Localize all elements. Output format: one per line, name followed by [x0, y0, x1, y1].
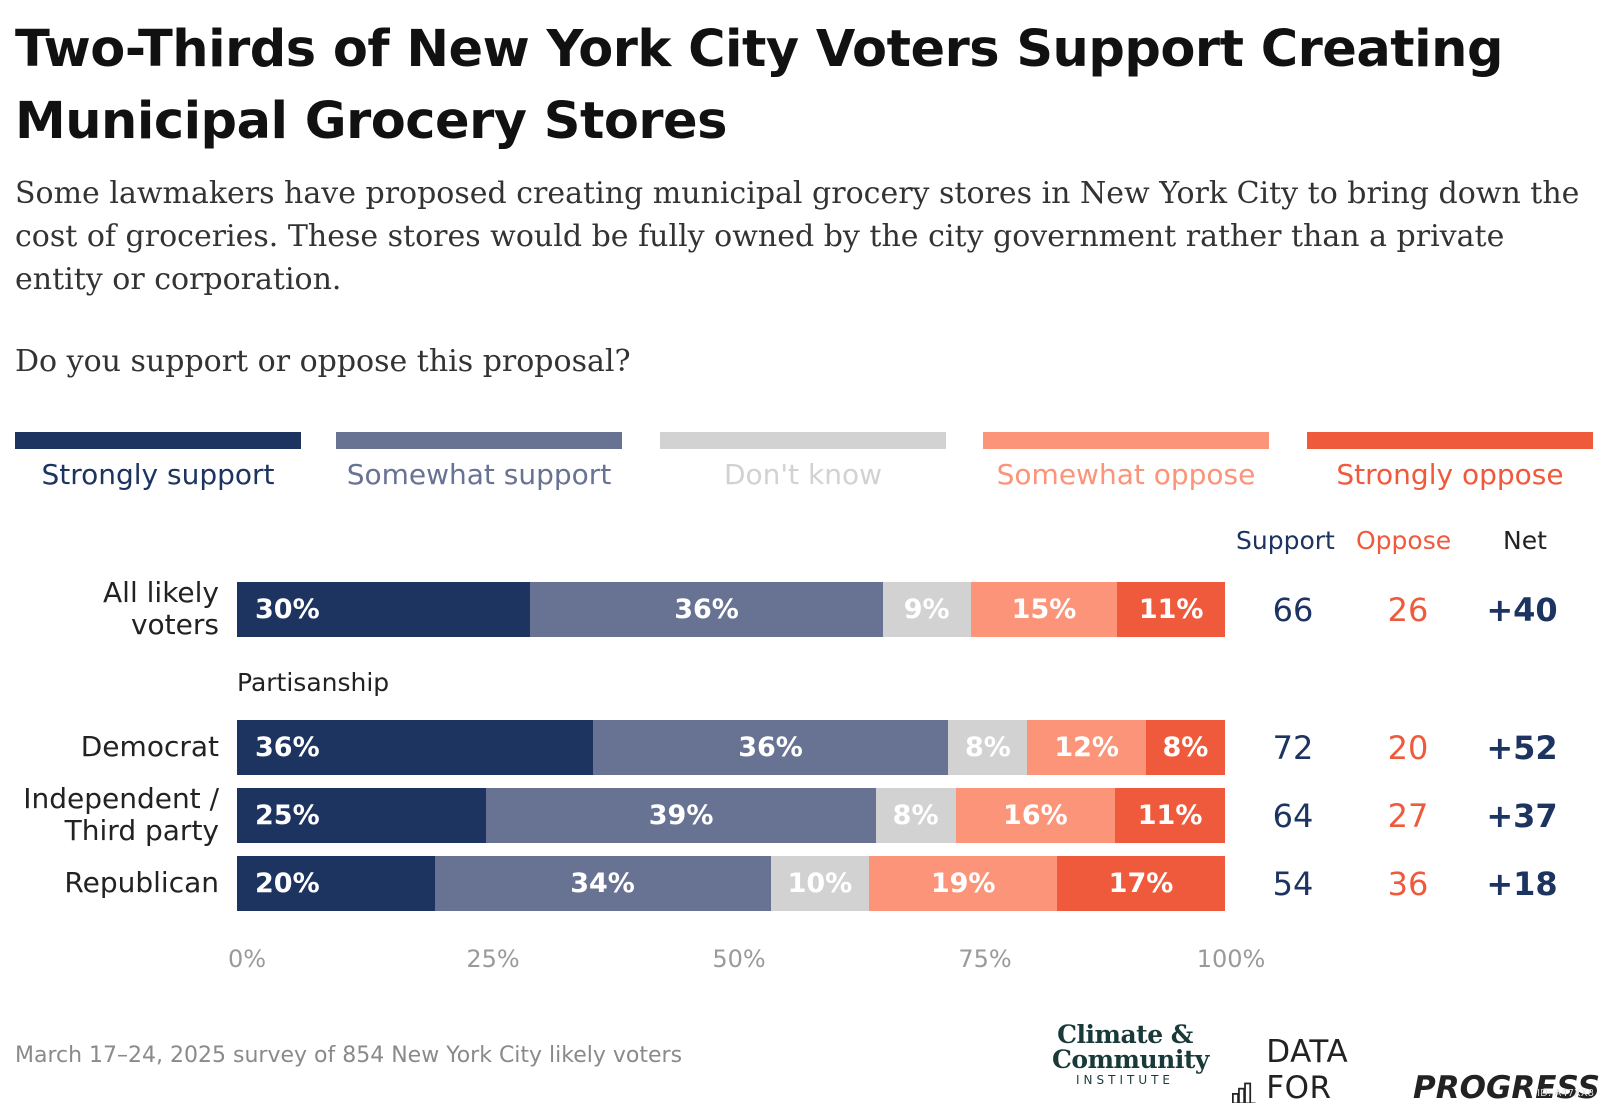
row-label-line: Independent / [23, 782, 219, 815]
bar-segment-somewhat-oppose: 16% [955, 788, 1116, 843]
net-value: +52 [1486, 729, 1558, 767]
dfp-logo-text: DATA FOR [1266, 1034, 1349, 1103]
bar-segment-dont-know: 10% [770, 856, 870, 911]
row-label-line: Republican [64, 866, 219, 899]
legend-item-strongly-oppose: Strongly oppose [1307, 432, 1593, 493]
row-label-line: Third party [64, 814, 219, 847]
bar-segment-strongly-oppose: 17% [1057, 856, 1225, 911]
x-tick-label: 75% [958, 945, 1012, 973]
legend-label: Strongly support [41, 458, 275, 491]
oppose-value: 20 [1387, 729, 1429, 767]
bar-segment-somewhat-oppose: 12% [1027, 720, 1146, 775]
bar-segment-somewhat-support: 34% [434, 856, 771, 911]
legend-label: Strongly oppose [1336, 458, 1564, 491]
x-tick-label: 0% [227, 945, 267, 973]
oppose-value: 26 [1387, 591, 1429, 629]
bar-segment-strongly-support: 30% [237, 582, 531, 637]
x-tick-label: 100% [1196, 945, 1266, 973]
legend-item-somewhat-oppose: Somewhat oppose [983, 432, 1269, 493]
support-value: 66 [1272, 591, 1314, 629]
legend-item-dont-know: Don't know [660, 432, 946, 493]
survey-question: Do you support or oppose this proposal? [15, 344, 631, 379]
support-value: 72 [1272, 729, 1314, 767]
net-value: +40 [1486, 591, 1558, 629]
stacked-bar: 36% 36% 8% 12% 8% [237, 720, 1225, 775]
support-value: 54 [1272, 865, 1314, 903]
stacked-bar: 30% 36% 9% 15% 11% [237, 582, 1225, 637]
row-label-line: All likely [103, 576, 219, 609]
row-label: Republican [0, 867, 219, 899]
cci-logo-line3: INSTITUTE [1075, 1073, 1175, 1087]
x-tick-label: 25% [466, 945, 520, 973]
legend-swatch [1307, 432, 1593, 449]
legend-label: Don't know [723, 458, 882, 491]
bar-segment-strongly-oppose: 11% [1115, 788, 1225, 843]
climate-community-institute-logo: Climate & Community INSTITUTE [1052, 1020, 1209, 1088]
oppose-value: 36 [1387, 865, 1429, 903]
bar-segment-dont-know: 8% [875, 788, 956, 843]
section-label-partisanship: Partisanship [237, 668, 390, 697]
net-value: +18 [1486, 865, 1558, 903]
bar-segment-strongly-support: 36% [237, 720, 593, 775]
bar-chart-icon [1232, 1082, 1256, 1103]
oppose-column-header: Oppose [1356, 526, 1452, 555]
stacked-bar: 20% 34% 10% 19% 17% [237, 856, 1225, 911]
bar-segment-strongly-support: 25% [237, 788, 487, 843]
legend-swatch [336, 432, 622, 449]
support-value: 64 [1272, 797, 1314, 835]
bar-segment-strongly-oppose: 11% [1117, 582, 1225, 637]
bar-segment-somewhat-oppose: 19% [869, 856, 1058, 911]
row-label: Democrat [0, 731, 219, 763]
bar-segment-dont-know: 9% [882, 582, 971, 637]
legend-item-somewhat-support: Somewhat support [336, 432, 622, 493]
support-column-header: Support [1236, 526, 1335, 555]
cci-logo-line1: Climate & [1057, 1020, 1193, 1049]
x-tick-label: 50% [712, 945, 766, 973]
watermark: ID: A47XX8 [1537, 1088, 1594, 1099]
oppose-value: 27 [1387, 797, 1429, 835]
legend-swatch [15, 432, 301, 449]
bar-segment-dont-know: 8% [948, 720, 1028, 775]
bar-segment-strongly-support: 20% [237, 856, 435, 911]
cci-logo-line2: Community [1052, 1045, 1209, 1074]
row-label: Independent / Third party [0, 783, 219, 847]
net-column-header: Net [1503, 526, 1547, 555]
dfp-logo-text-bold: PROGRESS [1413, 1070, 1600, 1103]
bar-segment-somewhat-support: 39% [486, 788, 876, 843]
net-value: +37 [1486, 797, 1558, 835]
legend-label: Somewhat support [346, 458, 612, 491]
data-for-progress-logo: DATA FOR PROGRESS [1232, 1034, 1600, 1103]
chart-title: Two-Thirds of New York City Voters Suppo… [15, 20, 1503, 151]
row-label: All likely voters [0, 577, 219, 641]
row-label-line: Democrat [80, 730, 219, 763]
bar-segment-strongly-oppose: 8% [1145, 720, 1225, 775]
chart-subtitle: Some lawmakers have proposed creating mu… [15, 176, 1580, 297]
legend-swatch [660, 432, 946, 449]
bar-segment-somewhat-support: 36% [530, 582, 883, 637]
row-label-line: voters [130, 608, 219, 641]
bar-segment-somewhat-support: 36% [592, 720, 949, 775]
stacked-bar: 25% 39% 8% 16% 11% [237, 788, 1225, 843]
legend-label: Somewhat oppose [996, 458, 1256, 491]
bar-segment-somewhat-oppose: 15% [970, 582, 1118, 637]
legend-item-strongly-support: Strongly support [15, 432, 301, 493]
legend-swatch [983, 432, 1269, 449]
footnote: March 17–24, 2025 survey of 854 New York… [15, 1043, 683, 1068]
